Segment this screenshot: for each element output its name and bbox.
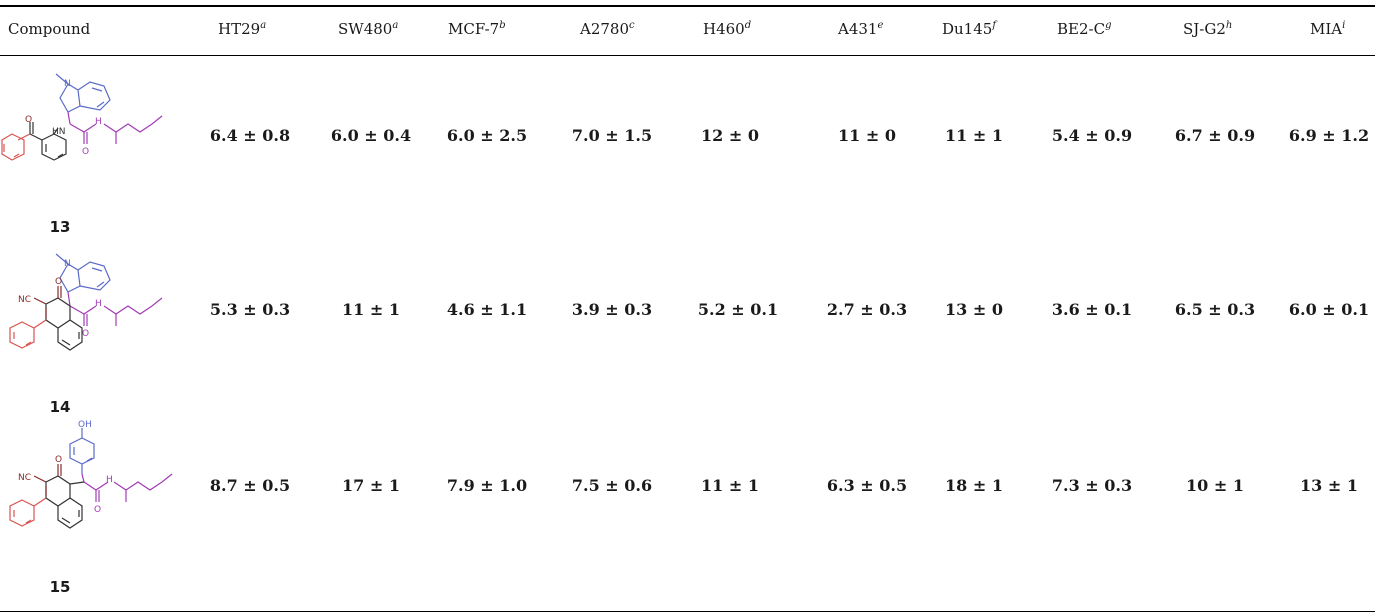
header-a2780: A2780c: [580, 20, 635, 38]
label-nc: NC: [18, 295, 31, 305]
cell-13-mcf7: 6.0 ± 2.5: [446, 126, 528, 145]
indole-moiety: [55, 253, 111, 293]
cell-13-be2c: 5.4 ± 0.9: [1051, 126, 1133, 145]
table-bottom-rule: [0, 611, 1375, 612]
compound-id-15: 15: [49, 578, 71, 596]
amide-chain: [67, 291, 163, 326]
cell-15-a2780: 7.5 ± 0.6: [571, 476, 653, 495]
cell-13-ht29: 6.4 ± 0.8: [209, 126, 291, 145]
aniline-ring: [29, 122, 67, 161]
cell-14-a2780: 3.9 ± 0.3: [571, 300, 653, 319]
cell-13-a2780: 7.0 ± 1.5: [571, 126, 653, 145]
header-du145: Du145f: [942, 20, 997, 38]
label-hn: HN: [52, 127, 66, 137]
cell-15-du145: 18 ± 1: [945, 476, 1003, 495]
structure-15: OH O H O NC: [9, 420, 173, 529]
cell-13-h460: 12 ± 0: [701, 126, 759, 145]
cell-15-a431: 6.3 ± 0.5: [826, 476, 908, 495]
cell-15-mia: 13 ± 1: [1300, 476, 1358, 495]
cell-14-sw480: 11 ± 1: [342, 300, 400, 319]
label-o-ketone: O: [25, 115, 32, 125]
phenyl-ring-red: [9, 497, 47, 527]
nitrile-carbonyl: [33, 286, 62, 318]
amide-chain: [67, 111, 163, 144]
cell-15-be2c: 7.3 ± 0.3: [1051, 476, 1133, 495]
cell-13-sjg2: 6.7 ± 0.9: [1174, 126, 1256, 145]
label-nc: NC: [18, 473, 31, 483]
cell-14-a431: 2.7 ± 0.3: [826, 300, 908, 319]
label-h: H: [106, 475, 113, 485]
cell-14-du145: 13 ± 0: [945, 300, 1003, 319]
cell-13-sw480: 6.0 ± 0.4: [330, 126, 412, 145]
cell-13-du145: 11 ± 1: [945, 126, 1003, 145]
label-h: H: [95, 299, 102, 309]
label-n: N: [64, 259, 71, 269]
cell-15-h460: 11 ± 1: [701, 476, 759, 495]
header-a431: A431e: [838, 20, 884, 38]
table-top-rule: [0, 5, 1375, 7]
cell-14-h460: 5.2 ± 0.1: [697, 300, 779, 319]
header-h460: H460d: [703, 20, 752, 38]
label-o: O: [82, 147, 89, 157]
label-n: N: [64, 79, 71, 89]
amide-chain: [81, 473, 173, 502]
label-o: O: [82, 329, 89, 339]
header-sw480: SW480a: [338, 20, 399, 38]
cell-14-be2c: 3.6 ± 0.1: [1051, 300, 1133, 319]
indole-moiety: [55, 73, 111, 113]
header-mia: MIAi: [1310, 20, 1346, 38]
header-compound: Compound: [8, 20, 91, 38]
structure-13: N O H HN O: [1, 73, 163, 161]
table-header-rule: [0, 55, 1375, 56]
cell-15-ht29: 8.7 ± 0.5: [209, 476, 291, 495]
hydroxyphenyl-ring: [69, 428, 95, 474]
label-oh: OH: [78, 420, 92, 430]
header-ht29: HT29a: [218, 20, 267, 38]
cell-15-sjg2: 10 ± 1: [1186, 476, 1244, 495]
label-h: H: [95, 117, 102, 127]
label-o-ketone: O: [55, 455, 62, 465]
cell-13-a431: 11 ± 0: [838, 126, 896, 145]
structure-14: N O H O NC: [9, 253, 163, 351]
cell-14-mia: 6.0 ± 0.1: [1288, 300, 1370, 319]
header-mcf7: MCF-7b: [448, 20, 506, 38]
phenyl-ring-red: [9, 319, 47, 349]
naphthalenone-core: [45, 297, 83, 351]
compound-id-14: 14: [49, 398, 71, 416]
cell-14-mcf7: 4.6 ± 1.1: [446, 300, 528, 319]
cell-15-mcf7: 7.9 ± 1.0: [446, 476, 528, 495]
nitrile-carbonyl: [33, 464, 62, 496]
label-o-ketone: O: [55, 277, 62, 287]
naphthalenone-core: [45, 475, 85, 529]
cell-14-ht29: 5.3 ± 0.3: [209, 300, 291, 319]
header-be2c: BE2-Cg: [1057, 20, 1112, 38]
header-sjg2: SJ-G2h: [1183, 20, 1233, 38]
compound-id-13: 13: [49, 218, 71, 236]
phenyl-ring-red: [1, 133, 31, 161]
label-o: O: [94, 505, 101, 515]
cell-13-mia: 6.9 ± 1.2: [1288, 126, 1370, 145]
cell-14-sjg2: 6.5 ± 0.3: [1174, 300, 1256, 319]
cell-15-sw480: 17 ± 1: [342, 476, 400, 495]
